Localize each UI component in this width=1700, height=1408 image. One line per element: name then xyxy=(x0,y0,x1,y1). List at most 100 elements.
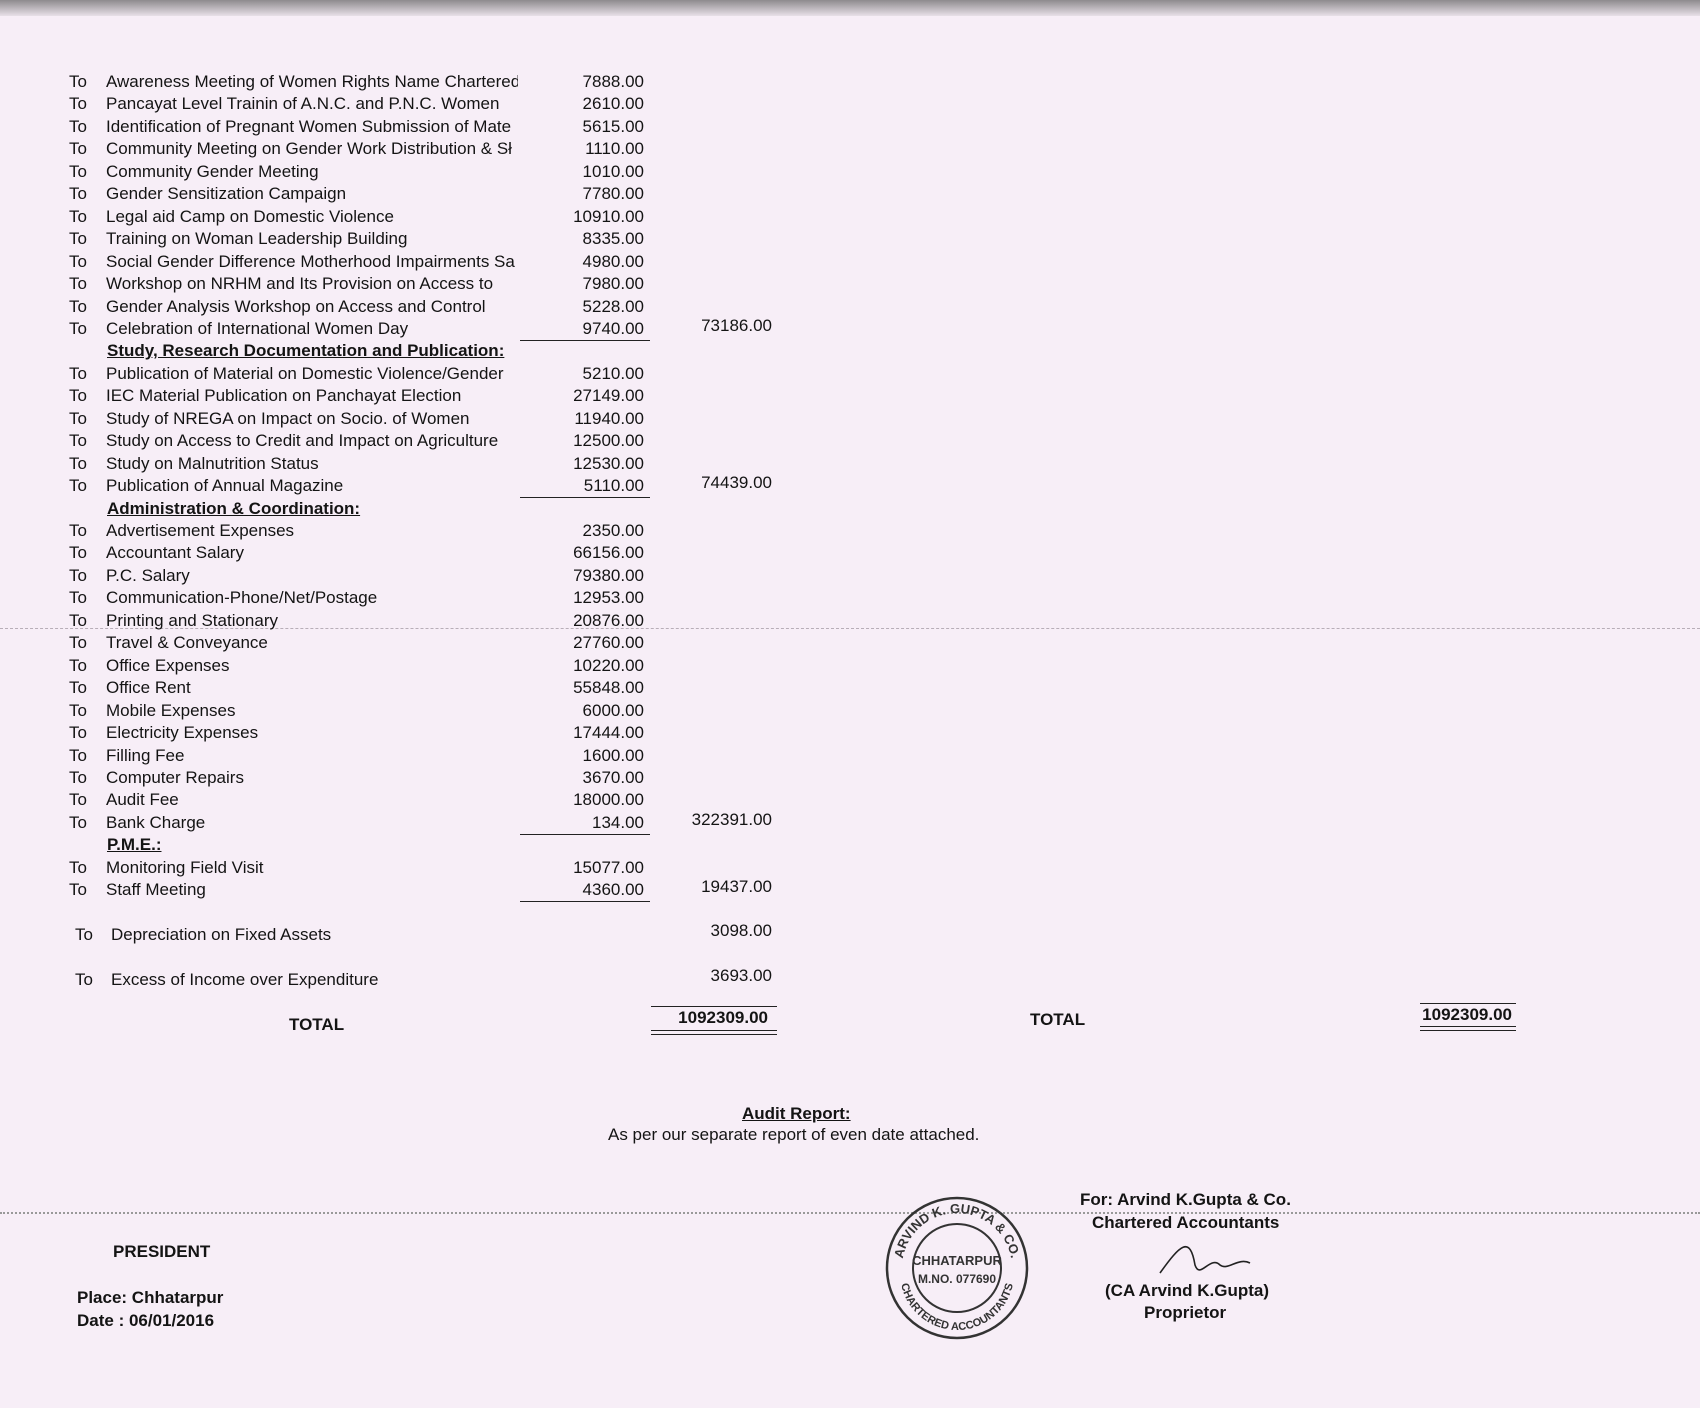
row-label: Publication of Material on Domestic Viol… xyxy=(106,363,504,383)
row-label: Office Expenses xyxy=(106,655,230,675)
row-amount: 7888.00 xyxy=(582,72,644,91)
row-label: Travel & Conveyance xyxy=(106,633,268,653)
row-amount: 11940.00 xyxy=(574,408,644,428)
row-prefix: To xyxy=(69,184,87,204)
scan-edge xyxy=(0,0,1700,16)
row-label: Staff Meeting xyxy=(106,880,206,900)
section-heading: Administration & Coordination: xyxy=(107,498,361,518)
row-amount: 12500.00 xyxy=(573,431,644,451)
audit-text: As per our separate report of even date … xyxy=(608,1125,980,1144)
row-amount: 12953.00 xyxy=(573,588,644,608)
row-amount: 5110.00 xyxy=(583,476,644,496)
stamp-mno: M.NO. 077690 xyxy=(918,1272,996,1286)
row-label: Study on Access to Credit and Impact on … xyxy=(106,431,499,451)
row-amount: 55848.00 xyxy=(573,678,644,698)
date: Date : 06/01/2016 xyxy=(77,1311,215,1330)
row-label: Office Rent xyxy=(106,678,191,698)
row-label: Training on Woman Leadership Building xyxy=(106,229,408,249)
row-amount: 9740.00 xyxy=(582,318,644,338)
row-label: Community Gender Meeting xyxy=(106,161,319,181)
row-prefix: To xyxy=(69,453,87,473)
row-prefix: To xyxy=(69,431,87,451)
total-value: 1092309.00 xyxy=(678,1007,768,1027)
row-prefix: To xyxy=(69,812,87,832)
row-label: Awareness Meeting of Women Rights Name C… xyxy=(106,72,518,91)
row-label: P.C. Salary xyxy=(106,565,190,585)
row-prefix: To xyxy=(69,880,87,900)
row-prefix: To xyxy=(69,588,87,608)
row-amount: 10220.00 xyxy=(573,655,644,675)
row-prefix: To xyxy=(69,723,87,743)
row-amount: 7780.00 xyxy=(582,184,644,204)
row-amount: 8335.00 xyxy=(582,229,644,249)
total-label: TOTAL xyxy=(289,1014,345,1034)
row-prefix: To xyxy=(69,386,87,406)
subtotal-rule xyxy=(520,497,650,499)
row-prefix: To xyxy=(69,790,87,810)
row-amount: 1010.00 xyxy=(582,161,644,181)
row-prefix: To xyxy=(69,94,87,114)
row-prefix: To xyxy=(69,139,87,159)
subtotal-rule xyxy=(520,339,650,341)
total-double-rule xyxy=(1420,1025,1516,1031)
row-total: 3693.00 xyxy=(710,966,772,985)
row-label: Social Gender Difference Motherhood Impa… xyxy=(106,251,515,271)
row-prefix: To xyxy=(69,700,87,720)
row-label: Audit Fee xyxy=(106,790,179,810)
row-label: Communication-Phone/Net/Postage xyxy=(106,588,378,608)
section-total: 322391.00 xyxy=(691,809,772,829)
row-prefix: To xyxy=(69,296,87,316)
signature xyxy=(1159,1245,1251,1274)
row-total: 3098.00 xyxy=(710,921,772,941)
row-label: Study of NREGA on Impact on Socio. of Wo… xyxy=(106,408,470,428)
row-label: Accountant Salary xyxy=(106,543,244,563)
row-amount: 4980.00 xyxy=(582,251,644,271)
row-label: Mobile Expenses xyxy=(106,700,236,720)
row-prefix: To xyxy=(69,363,87,383)
row-amount: 5228.00 xyxy=(582,296,644,316)
row-amount: 5210.00 xyxy=(582,363,644,383)
section-heading: Study, Research Documentation and Public… xyxy=(107,341,505,361)
signatory-title: PRESIDENT xyxy=(113,1242,211,1261)
auditor-name: (CA Arvind K.Gupta) xyxy=(1105,1281,1270,1300)
row-amount: 6000.00 xyxy=(582,700,644,720)
row-amount: 27760.00 xyxy=(573,633,644,653)
row-amount: 18000.00 xyxy=(573,790,644,810)
row-prefix: To xyxy=(69,745,87,765)
row-amount: 79380.00 xyxy=(573,565,644,585)
row-prefix: To xyxy=(69,476,87,496)
row-prefix: To xyxy=(69,161,87,181)
section-total: 74439.00 xyxy=(701,473,772,493)
row-prefix: To xyxy=(69,610,87,630)
stamp-top: ARVIND K. GUPTA & CO. xyxy=(891,1201,1023,1260)
row-label: Computer Repairs xyxy=(106,767,244,787)
row-label: Monitoring Field Visit xyxy=(106,857,264,877)
row-label: Gender Sensitization Campaign xyxy=(106,184,347,204)
stamp-city: CHHATARPUR xyxy=(912,1253,1002,1268)
section-total: 73186.00 xyxy=(701,315,772,335)
row-label: Pancayat Level Trainin of A.N.C. and P.N… xyxy=(106,94,500,114)
row-amount: 1600.00 xyxy=(582,745,644,765)
row-amount: 5615.00 xyxy=(582,116,644,136)
row-prefix: To xyxy=(75,970,93,989)
stamp: ARVIND K. GUPTA & CO. CHARTERED ACCOUNTA… xyxy=(885,1196,1029,1340)
row-prefix: To xyxy=(69,521,87,540)
row-prefix: To xyxy=(69,318,87,338)
row-prefix: To xyxy=(69,251,87,271)
row-prefix: To xyxy=(69,72,87,91)
row-amount: 15077.00 xyxy=(573,857,644,877)
row-prefix: To xyxy=(69,655,87,675)
row-amount: 3670.00 xyxy=(582,767,644,787)
row-label: Community Meeting on Gender Work Distrib… xyxy=(106,139,512,159)
place: Place: Chhatarpur xyxy=(77,1288,224,1307)
row-prefix: To xyxy=(69,274,87,294)
row-amount: 27149.00 xyxy=(573,386,644,406)
row-amount: 66156.00 xyxy=(573,543,644,563)
row-label: Printing and Stationary xyxy=(106,610,278,630)
total-value: 1092309.00 xyxy=(1422,1004,1512,1024)
row-amount: 20876.00 xyxy=(573,610,644,630)
row-label: Workshop on NRHM and Its Provision on Ac… xyxy=(106,274,494,294)
section-total: 19437.00 xyxy=(701,877,772,897)
row-amount: 2350.00 xyxy=(582,521,644,540)
